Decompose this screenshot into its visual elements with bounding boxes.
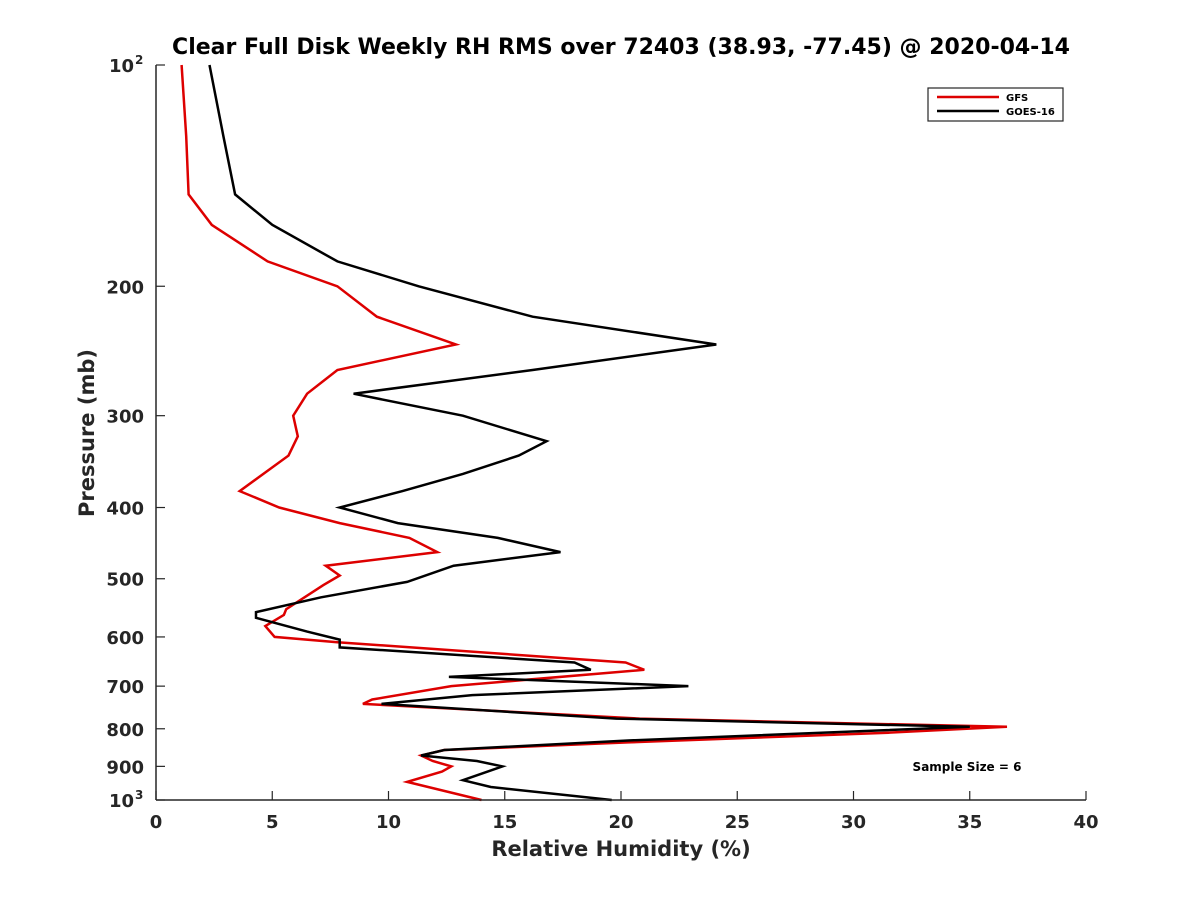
series-line-goes16 [208,64,970,802]
y-tick-label: 600 [106,628,144,649]
x-ticks: 0 5 10 15 20 25 30 35 40 [150,791,1099,833]
x-tick-label: 30 [841,812,866,833]
y-tick-label: 10 [109,791,134,812]
x-tick-label: 10 [376,812,401,833]
x-tick-label: 15 [492,812,517,833]
y-tick-label: 500 [106,570,144,591]
plot-background [156,65,1086,800]
x-tick-label: 20 [608,812,633,833]
y-tick-label: 300 [106,407,144,428]
plot-area: 0 5 10 15 20 25 30 35 40 10 220030040050060070080… [106,53,1098,833]
chart-title: Clear Full Disk Weekly RH RMS over 72403… [172,35,1070,60]
series-layer [180,64,1008,802]
y-tick-superscript: 3 [135,788,143,802]
y-tick-label: 200 [106,277,144,298]
sample-size-annotation: Sample Size = 6 [913,760,1022,774]
series-line-gfs [180,64,1008,802]
y-tick-label: 800 [106,720,144,741]
y-tick-label: 400 [106,499,144,520]
legend-box [927,87,1064,122]
y-axis-label: Pressure (mb) [75,349,99,517]
y-tick-superscript: 2 [135,53,143,67]
y-tick-label: 10 [109,56,134,77]
x-tick-label: 35 [957,812,982,833]
x-tick-label: 25 [725,812,750,833]
legend-label-goes16: GOES-16 [1006,107,1055,118]
x-tick-label: 5 [266,812,279,833]
x-tick-label: 40 [1073,812,1098,833]
legend-label-gfs: GFS [1006,93,1028,104]
y-tick-label: 900 [106,757,144,778]
legend: GFS GOES-16 [927,87,1064,122]
x-tick-label: 0 [150,812,163,833]
x-axis-label: Relative Humidity (%) [491,837,750,861]
y-tick-label: 700 [106,677,144,698]
